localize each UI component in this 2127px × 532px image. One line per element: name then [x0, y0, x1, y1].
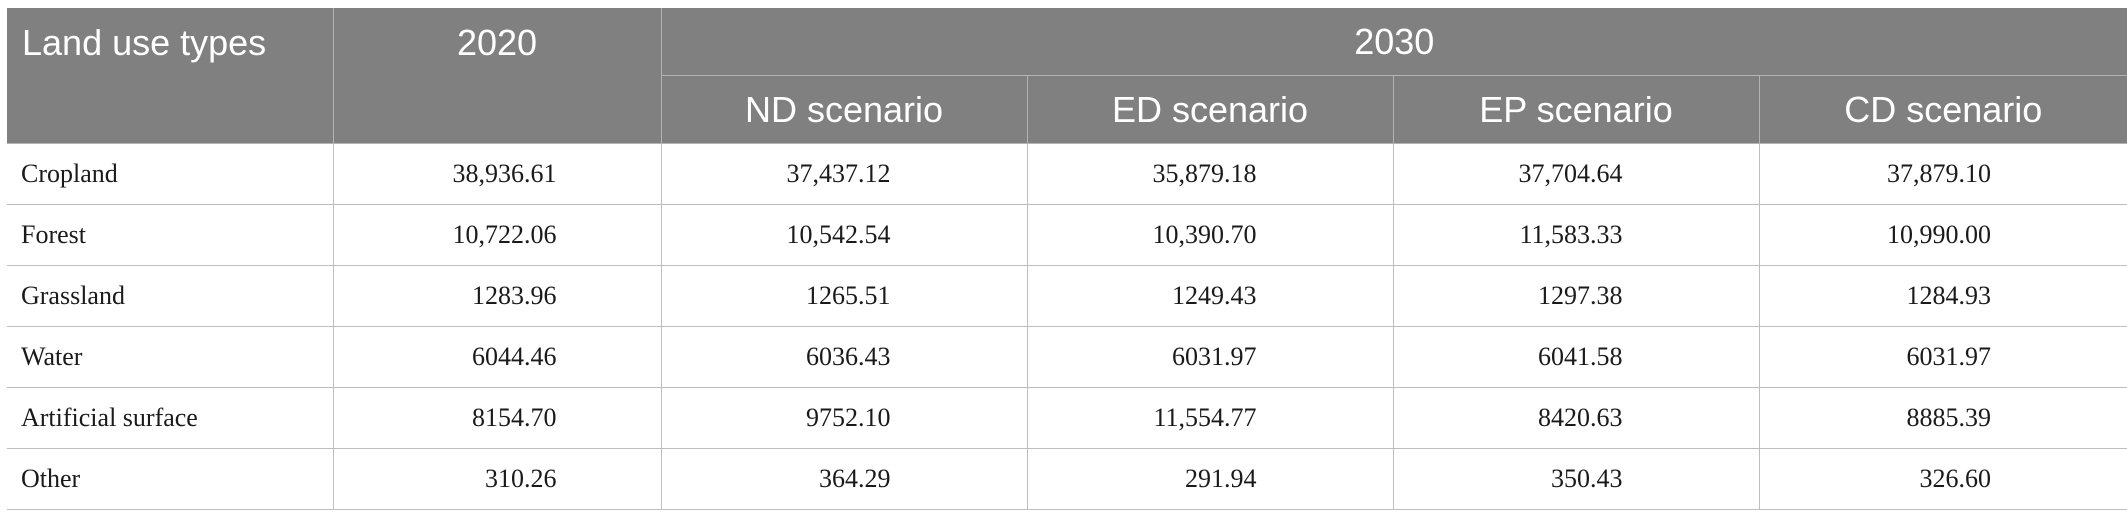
value-2020-cell: 38,936.61: [333, 143, 662, 205]
value-ed-cell: 10,390.70: [1027, 204, 1394, 266]
value-cd-cell: 8885.39: [1759, 387, 2127, 449]
value-cd-cell: 10,990.00: [1759, 204, 2127, 266]
land-use-type-cell: Forest: [7, 204, 334, 266]
value-cd-cell: 6031.97: [1759, 326, 2127, 388]
value-2020-cell: 1283.96: [333, 265, 662, 327]
land-use-table: Land use types 2020 2030 ND scenario ED …: [7, 8, 2127, 510]
header-year-2030: 2030: [661, 8, 2127, 76]
value-ep-cell: 6041.58: [1393, 326, 1760, 388]
header-ed-scenario: ED scenario: [1027, 75, 1394, 144]
value-cd-cell: 37,879.10: [1759, 143, 2127, 205]
value-ep-cell: 8420.63: [1393, 387, 1760, 449]
table-row: Cropland 38,936.61 37,437.12 35,879.18 3…: [7, 143, 2127, 205]
header-row-years: Land use types 2020 2030: [7, 8, 2127, 144]
header-land-use-types: Land use types: [7, 8, 334, 144]
value-nd-cell: 37,437.12: [661, 143, 1028, 205]
value-ed-cell: 35,879.18: [1027, 143, 1394, 205]
value-ep-cell: 1297.38: [1393, 265, 1760, 327]
value-2020-cell: 8154.70: [333, 387, 662, 449]
land-use-type-cell: Grassland: [7, 265, 334, 327]
value-nd-cell: 1265.51: [661, 265, 1028, 327]
table-header: Land use types 2020 2030 ND scenario ED …: [7, 8, 2127, 144]
value-2020-cell: 10,722.06: [333, 204, 662, 266]
header-row-scenarios: ND scenario ED scenario EP scenario CD s…: [7, 75, 2127, 144]
value-nd-cell: 6036.43: [661, 326, 1028, 388]
table-row: Grassland 1283.96 1265.51 1249.43 1297.3…: [7, 265, 2127, 327]
value-ed-cell: 6031.97: [1027, 326, 1394, 388]
value-ed-cell: 1249.43: [1027, 265, 1394, 327]
header-nd-scenario: ND scenario: [661, 75, 1028, 144]
table-row: Artificial surface 8154.70 9752.10 11,55…: [7, 387, 2127, 449]
value-cd-cell: 326.60: [1759, 448, 2127, 510]
value-ed-cell: 11,554.77: [1027, 387, 1394, 449]
table-body: Cropland 38,936.61 37,437.12 35,879.18 3…: [7, 143, 2127, 510]
value-2020-cell: 310.26: [333, 448, 662, 510]
value-ep-cell: 350.43: [1393, 448, 1760, 510]
table-row: Other 310.26 364.29 291.94 350.43 326.60: [7, 448, 2127, 510]
value-nd-cell: 10,542.54: [661, 204, 1028, 266]
land-use-type-cell: Water: [7, 326, 334, 388]
land-use-type-cell: Cropland: [7, 143, 334, 205]
header-cd-scenario: CD scenario: [1759, 75, 2127, 144]
land-use-table-container: Land use types 2020 2030 ND scenario ED …: [7, 8, 2127, 510]
value-nd-cell: 364.29: [661, 448, 1028, 510]
header-year-2020: 2020: [333, 8, 662, 144]
table-row: Forest 10,722.06 10,542.54 10,390.70 11,…: [7, 204, 2127, 266]
land-use-type-cell: Artificial surface: [7, 387, 334, 449]
value-nd-cell: 9752.10: [661, 387, 1028, 449]
value-cd-cell: 1284.93: [1759, 265, 2127, 327]
header-ep-scenario: EP scenario: [1393, 75, 1760, 144]
land-use-type-cell: Other: [7, 448, 334, 510]
table-row: Water 6044.46 6036.43 6031.97 6041.58 60…: [7, 326, 2127, 388]
value-ep-cell: 11,583.33: [1393, 204, 1760, 266]
value-2020-cell: 6044.46: [333, 326, 662, 388]
value-ep-cell: 37,704.64: [1393, 143, 1760, 205]
value-ed-cell: 291.94: [1027, 448, 1394, 510]
